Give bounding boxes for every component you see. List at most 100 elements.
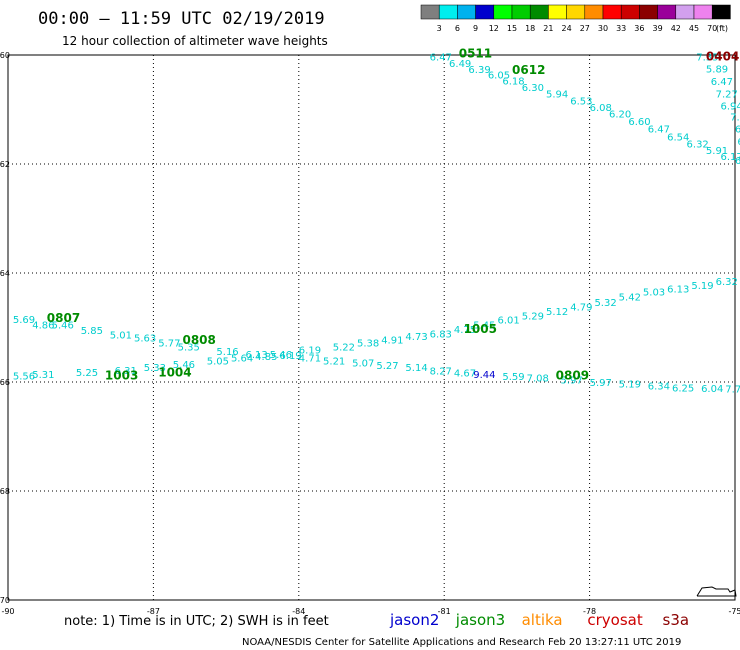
colorbar-label: 45 <box>689 24 699 33</box>
wave-height-value: 5.97 <box>561 376 583 387</box>
coastline <box>696 586 737 597</box>
wave-height-value: 4.75 <box>454 325 476 336</box>
latitude-label: -66 <box>0 378 10 387</box>
wave-height-value: 5.46 <box>270 350 292 361</box>
map-subtitle: 12 hour collection of altimeter wave hei… <box>62 34 328 48</box>
wave-height-value: 5.56 <box>13 371 35 382</box>
wave-height-value: 5.21 <box>323 357 345 368</box>
wave-height-value: 4.91 <box>381 335 403 346</box>
wave-height-value: 6.25 <box>672 383 694 394</box>
wave-height-value: 5.12 <box>546 307 568 318</box>
wave-height-value: 6.83 <box>430 329 452 340</box>
pass-time-label: 0404 <box>706 49 739 63</box>
wave-height-value: 5.27 <box>376 361 398 372</box>
map-border <box>7 54 736 601</box>
wave-height-value: 5.01 <box>110 330 132 341</box>
wave-height-value: 6.32 <box>687 140 709 151</box>
colorbar-label: 27 <box>580 24 590 33</box>
wave-height-value: 5.33 <box>144 363 166 374</box>
latitude-label: -60 <box>0 51 10 60</box>
wave-height-value: 5.85 <box>81 326 103 337</box>
wave-height-value: 4.73 <box>405 332 427 343</box>
colorbar-label: 36 <box>634 24 644 33</box>
latitude-label: -64 <box>0 269 10 278</box>
latitude-label: -68 <box>0 487 10 496</box>
colorbar-swatch <box>548 4 567 20</box>
colorbar-label: 33 <box>616 24 626 33</box>
colorbar-swatch <box>511 4 531 20</box>
colorbar-swatch <box>657 4 677 20</box>
pass-time-label: 1003 <box>105 368 138 382</box>
wave-height-value: 6.53 <box>570 97 592 108</box>
graticule <box>8 55 735 600</box>
wave-height-value: 5.07 <box>352 359 374 370</box>
wave-height-value: 5.25 <box>76 368 98 379</box>
latitude-label: -62 <box>0 160 10 169</box>
axis-tick-labels: -60 -62 -64 -66 -68 -70 -90 -87 -84 -81 -78 -75 <box>0 51 740 616</box>
wave-height-colorbar: 3 6 9 12 15 18 21 24 27 30 33 36 39 42 45 70 <box>420 4 731 33</box>
wave-height-value: 5.46 <box>52 321 74 332</box>
wave-height-value: 6.49 <box>449 59 471 70</box>
wave-height-value: 6.39 <box>468 65 490 76</box>
pass-time-labels: 0511 0612 0404 0807 0808 1005 1003 1004 0809 <box>47 47 740 383</box>
wave-height-value: 7.35 <box>696 52 718 63</box>
colorbar-swatch <box>438 4 458 20</box>
wave-height-value: 4.79 <box>570 303 592 314</box>
wave-height-value: 6.05 <box>488 70 510 81</box>
satellite-legend-altika: altika <box>522 611 563 629</box>
wave-height-value: 6.19 <box>299 346 321 357</box>
wave-height-value: 5.45 <box>473 321 495 332</box>
wave-height-value: 5.35 <box>178 342 200 353</box>
longitude-label: -90 <box>1 607 14 616</box>
pass-time-label: 1004 <box>158 366 191 380</box>
map-frame <box>7 54 736 601</box>
colorbar-swatch <box>493 4 513 20</box>
colorbar-swatch <box>711 4 731 20</box>
satellite-legend-cryosat: cryosat <box>587 611 642 629</box>
pass-time-label: 0809 <box>556 368 589 382</box>
wave-height-value: 6.19 <box>279 351 301 362</box>
wave-height-value: 5.64 <box>231 353 253 364</box>
colorbar-swatch <box>693 4 713 20</box>
wave-height-value: 5.32 <box>594 298 616 309</box>
wave-height-value: 9.44 <box>473 370 495 381</box>
wave-height-value: 6.39 <box>735 156 740 167</box>
wave-height-value: 5.19 <box>691 281 713 292</box>
pass-time-label: 1005 <box>464 322 497 336</box>
colorbar-swatch <box>457 4 476 20</box>
colorbar-swatch <box>639 4 658 20</box>
wave-height-value: 5.38 <box>357 339 379 350</box>
colorbar-swatch <box>675 4 695 20</box>
wave-height-value: 5.14 <box>405 363 427 374</box>
colorbar-label: 18 <box>525 24 535 33</box>
pass-time-label: 0808 <box>182 333 215 347</box>
wave-height-value: 5.77 <box>158 339 180 350</box>
pass-time-label: 0807 <box>47 311 80 325</box>
satellite-legend-jason3: jason3 <box>455 611 505 629</box>
wave-height-value: 5.42 <box>619 292 641 303</box>
satellite-legend: jason2 jason3 altika cryosat s3a <box>389 611 689 629</box>
wave-height-value: 4.85 <box>255 352 277 363</box>
longitude-label: -84 <box>292 607 305 616</box>
wave-height-value: 6.31 <box>115 366 137 377</box>
colorbar-swatch <box>566 4 586 20</box>
wave-height-value: 6.13 <box>667 285 689 296</box>
wave-height-value: 6.04 <box>701 384 723 395</box>
colorbar-label: 39 <box>653 24 663 33</box>
wave-height-value: 6.47 <box>711 77 733 88</box>
wave-height-value: 5.91 <box>706 146 728 157</box>
colorbar-label: 9 <box>473 24 478 33</box>
colorbar-swatch <box>602 4 622 20</box>
colorbar-label: 12 <box>489 24 499 33</box>
wave-height-value: 5.29 <box>522 311 544 322</box>
wave-height-value: 6.9 <box>737 137 740 148</box>
wave-height-value: 6.94 <box>720 102 740 113</box>
wave-height-value: 8.27 <box>430 366 452 377</box>
wave-height-value: 6.30 <box>522 83 544 94</box>
wave-height-value: 4.86 <box>32 321 54 332</box>
wave-height-value: 6.34 <box>648 382 670 393</box>
wave-height-value: 5.89 <box>706 64 728 75</box>
wave-height-value: 5.03 <box>643 287 665 298</box>
wave-height-value: 6.18 <box>502 76 524 87</box>
